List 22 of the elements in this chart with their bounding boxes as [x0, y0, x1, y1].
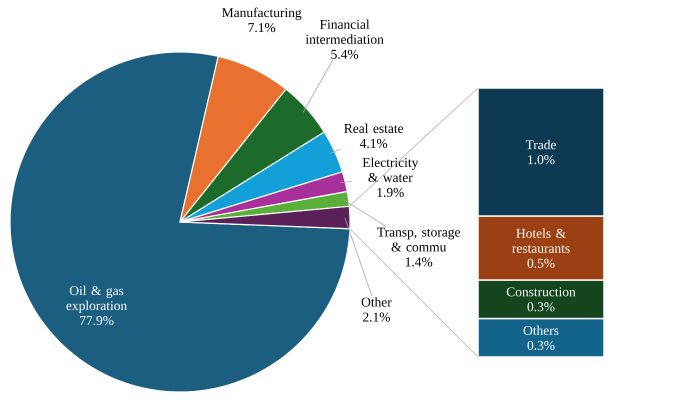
data-label: 4.1% — [360, 138, 388, 148]
data-label: 1.0% — [528, 155, 555, 164]
data-label: 0.3% — [528, 302, 555, 312]
slice-label: Other — [362, 297, 392, 307]
data-label: 0.5% — [528, 258, 555, 268]
series-label: Hotels & restaurants — [512, 228, 570, 253]
series-label: Others — [524, 326, 558, 336]
series-label: Trade — [526, 140, 556, 150]
slice-label: Oil & gas exploration — [66, 286, 127, 313]
data-label: 1.9% — [377, 188, 404, 198]
series-label: Construction — [506, 287, 576, 296]
slice-label: Transp, storage & commu — [377, 228, 460, 252]
data-label: 77.9% — [80, 316, 114, 326]
slice-label: Electricity & water — [362, 158, 418, 182]
slice-label: Financial intermediation — [306, 19, 384, 44]
data-label: 1.4% — [406, 257, 432, 267]
slice-label: Real estate — [344, 124, 404, 133]
data-label: 5.4% — [331, 50, 358, 59]
slice-label: Manufacturing — [222, 8, 302, 20]
data-label: 0.3% — [528, 340, 555, 350]
data-label: 2.1% — [363, 312, 390, 322]
data-label: 7.1% — [248, 23, 276, 32]
